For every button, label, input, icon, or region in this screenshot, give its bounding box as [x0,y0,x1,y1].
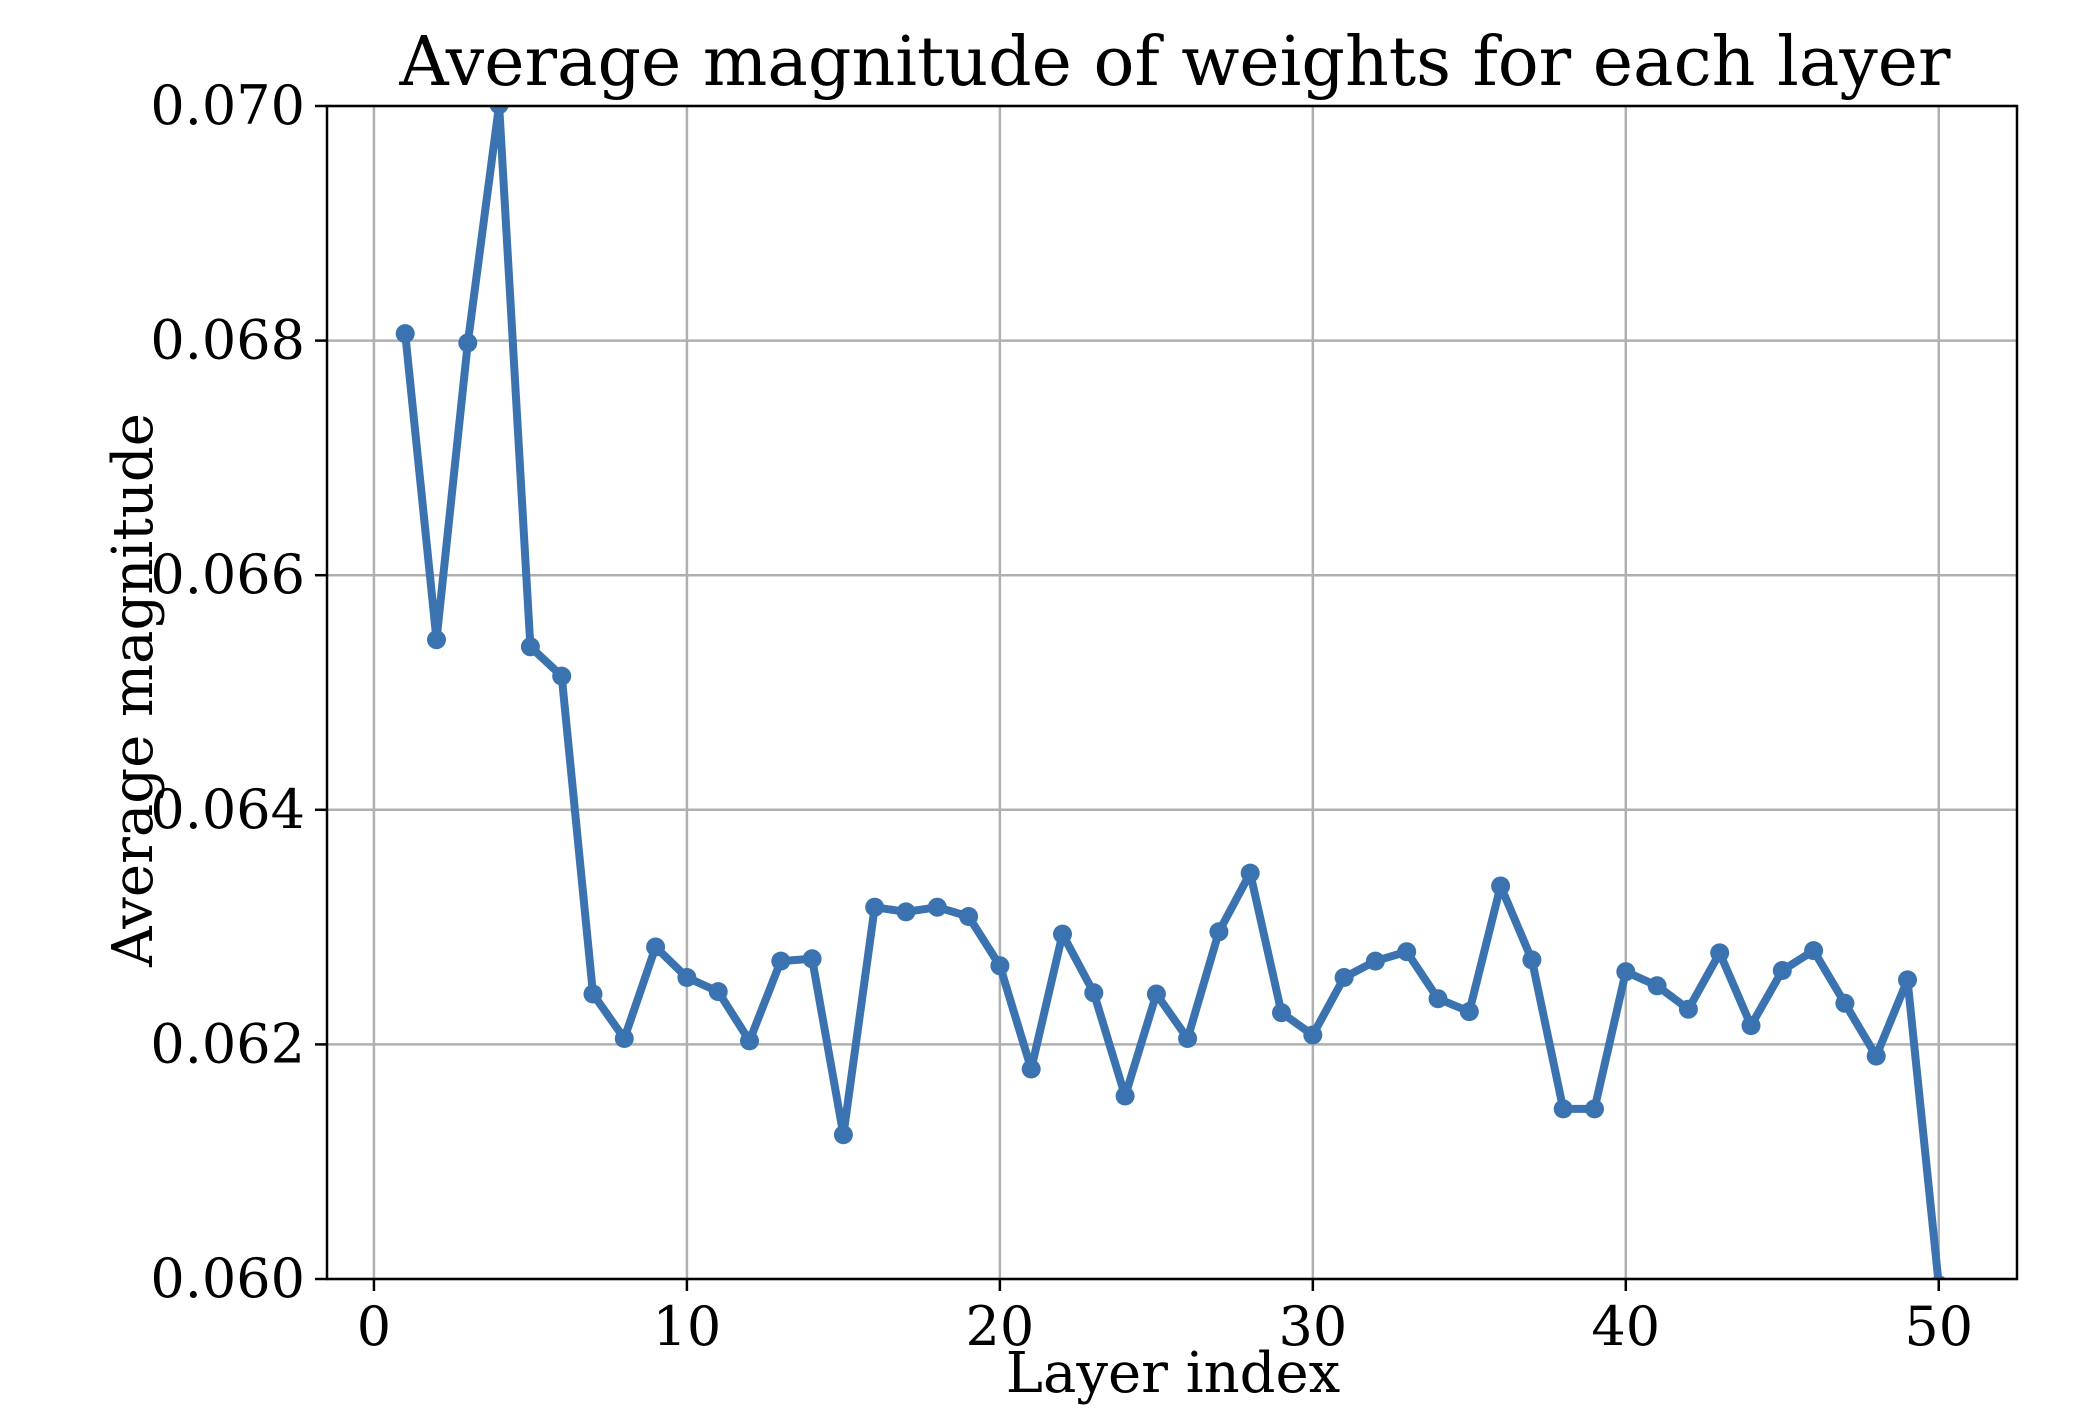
series-layer [395,106,1947,1279]
data-point [990,956,1010,976]
x-axis-ticks: 0 10 20 30 40 50 [357,1279,1973,1358]
data-point [1272,1003,1291,1023]
data-point [1365,951,1385,971]
data-point [1428,989,1448,1009]
data-point [1491,876,1511,896]
y-tick-label: 0.060 [150,1247,305,1310]
data-point [1115,1086,1135,1106]
data-point [1459,1002,1479,1022]
data-point [740,1031,759,1051]
x-tick-label: 30 [1278,1295,1347,1358]
x-tick-label: 0 [357,1295,391,1358]
data-point [1678,999,1698,1019]
data-point [1866,1046,1886,1066]
data-point [583,984,603,1004]
data-point [395,324,415,344]
y-axis-label: Average magnitude [101,413,166,968]
y-tick-label: 0.070 [150,74,305,137]
data-point [1053,924,1072,944]
chart-title: Average magnitude of weights for each la… [398,23,1951,102]
data-point [771,951,791,971]
data-point [1553,1099,1573,1119]
data-point [1303,1025,1323,1045]
data-point [959,907,979,926]
grid-lines [327,104,2017,1281]
y-tick-label: 0.064 [150,778,305,841]
x-axis-label: Layer index [1006,1341,1340,1406]
data-point [1522,950,1542,970]
data-point [1209,922,1229,942]
data-point [927,897,947,917]
data-point [1084,983,1104,1003]
data-point [1397,942,1417,962]
data-point [1240,863,1260,883]
data-point [489,106,509,115]
y-tick-label: 0.062 [150,1012,305,1075]
data-point [1835,993,1855,1013]
data-point [833,1125,853,1145]
x-tick-label: 10 [653,1295,722,1358]
data-point [552,666,572,686]
data-point [1804,941,1824,961]
x-tick-label: 50 [1904,1295,1973,1358]
data-point [458,333,478,353]
x-tick-label: 40 [1591,1295,1660,1358]
data-point [896,902,916,922]
data-point [802,949,822,969]
x-tick-label: 20 [966,1295,1035,1358]
data-point [427,630,446,650]
data-point [1146,984,1166,1004]
data-point [1772,961,1792,980]
data-point [865,897,885,917]
data-point [1647,976,1667,996]
data-point [1616,962,1636,982]
data-point [1585,1099,1604,1119]
plot-frame [325,104,2019,1281]
y-tick-label: 0.068 [150,309,305,372]
data-point [520,637,540,657]
data-point [1178,1029,1198,1048]
data-point [646,937,666,957]
series-line [401,106,1943,1279]
data-point [614,1029,634,1048]
data-point [1898,970,1917,990]
data-point [677,968,697,987]
data-point [1334,968,1354,987]
data-point [1710,943,1730,963]
data-point [1021,1059,1041,1079]
y-tick-label: 0.066 [150,543,305,606]
data-point [1741,1016,1761,1036]
y-axis-ticks: 0.060 0.062 0.064 0.066 0.068 0.070 [150,74,327,1310]
data-point [708,982,728,1002]
